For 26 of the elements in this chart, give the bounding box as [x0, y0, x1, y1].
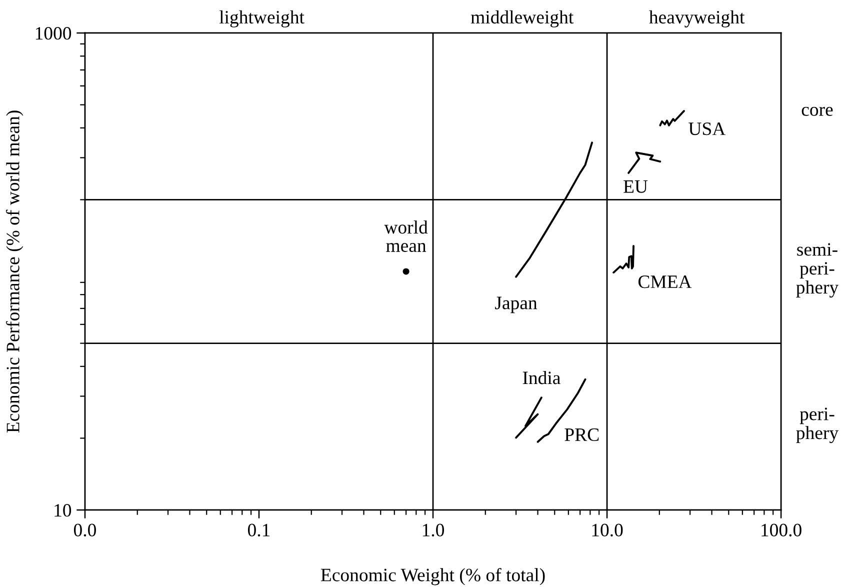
text: middleweight: [470, 10, 574, 28]
series-label: world mean: [384, 220, 428, 252]
x-tick-label: 1.0: [422, 524, 444, 536]
text: peri- phery: [796, 408, 839, 444]
y-tick-label: 1000: [36, 27, 72, 40]
series-label: Japan: [495, 296, 538, 314]
line-series: [612, 244, 634, 274]
text: semi- peri- phery: [796, 243, 839, 298]
x-tick-label: 0.1: [248, 524, 270, 536]
series-label: EU: [624, 180, 648, 193]
x-axis-title: Economic Weight (% of total): [320, 568, 545, 586]
series-label: PRC: [564, 428, 599, 442]
y-tick-label: 10: [54, 504, 72, 517]
series-label: CMEA: [638, 276, 692, 288]
line-series: [659, 110, 685, 126]
line-series: [628, 152, 662, 174]
y-axis-title: Economic Performance (% of world mean): [6, 110, 24, 433]
text: lightweight: [219, 10, 304, 28]
x-tick-label: 100.0: [762, 524, 802, 536]
text: core: [802, 106, 833, 116]
line-series: [515, 396, 542, 439]
x-tick-label: 0.0: [74, 524, 96, 536]
text: heavyweight: [649, 10, 745, 28]
x-tick-label: 10.0: [592, 524, 623, 536]
series-label: India: [522, 371, 560, 384]
series-label: USA: [688, 122, 726, 136]
